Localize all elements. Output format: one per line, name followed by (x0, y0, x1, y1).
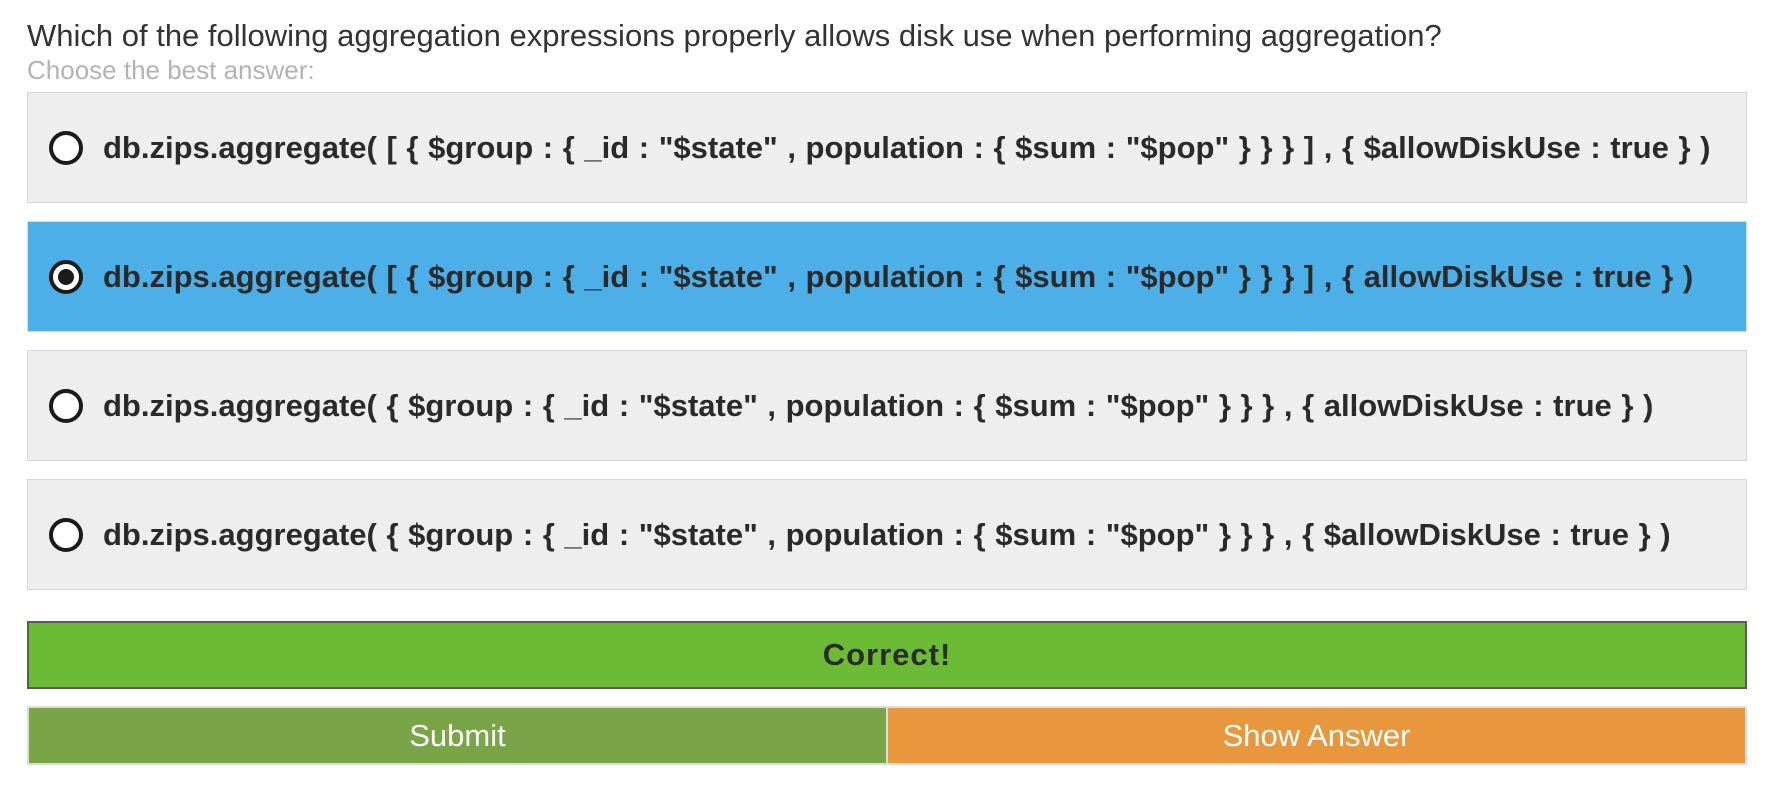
answer-option-label: db.zips.aggregate( { $group : { _id : "$… (103, 516, 1671, 552)
answer-instructions: Choose the best answer: (27, 55, 315, 85)
submit-button[interactable]: Submit (27, 706, 887, 765)
quiz-container: Which of the following aggregation expre… (27, 14, 1747, 765)
result-feedback-banner: Correct! (27, 621, 1747, 689)
answer-option-1[interactable]: db.zips.aggregate( [ { $group : { _id : … (27, 92, 1747, 203)
answer-option-4[interactable]: db.zips.aggregate( { $group : { _id : "$… (27, 479, 1747, 590)
radio-button-icon[interactable] (49, 517, 83, 552)
show-answer-button[interactable]: Show Answer (887, 706, 1747, 765)
answer-option-label: db.zips.aggregate( [ { $group : { _id : … (103, 129, 1711, 165)
action-buttons: Submit Show Answer (27, 706, 1747, 765)
question-text: Which of the following aggregation expre… (27, 18, 1442, 53)
radio-button-icon[interactable] (49, 130, 83, 165)
answer-option-label: db.zips.aggregate( { $group : { _id : "$… (103, 387, 1654, 423)
answer-options: db.zips.aggregate( [ { $group : { _id : … (27, 92, 1747, 608)
answer-option-label: db.zips.aggregate( [ { $group : { _id : … (103, 258, 1694, 294)
radio-button-icon[interactable] (49, 259, 83, 294)
answer-option-2[interactable]: db.zips.aggregate( [ { $group : { _id : … (27, 221, 1747, 332)
answer-option-3[interactable]: db.zips.aggregate( { $group : { _id : "$… (27, 350, 1747, 461)
radio-button-icon[interactable] (49, 388, 83, 423)
